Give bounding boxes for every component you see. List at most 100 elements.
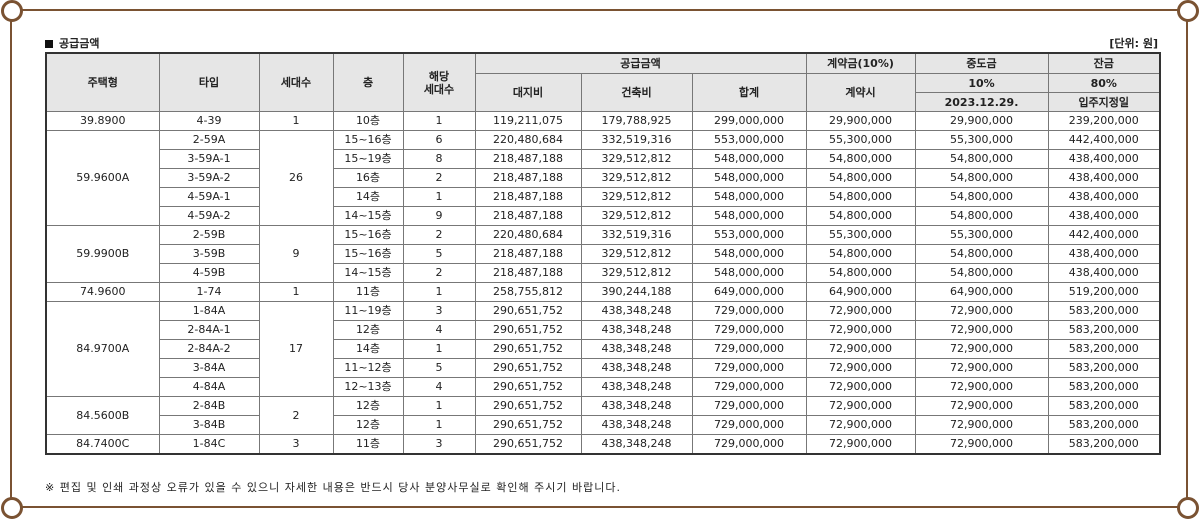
cell-total: 299,000,000 [691,111,807,131]
cell-balance: 583,200,000 [1047,320,1161,340]
cell-applicable-households: 3 [402,301,476,321]
cell-type: 2-59A [158,130,260,150]
square-bullet-icon [45,40,53,48]
cell-balance: 438,400,000 [1047,244,1161,264]
cell-land-cost: 220,480,684 [474,130,582,150]
cell-applicable-households: 3 [402,434,476,455]
header-contract-when: 계약시 [805,73,916,112]
disclaimer-note: ※ 편집 및 인쇄 과정상 오류가 있을 수 있으니 자세한 내용은 반드시 당… [45,481,621,494]
cell-land-cost: 290,651,752 [474,301,582,321]
supply-price-table: 주택형 타입 세대수 층 해당 세대수 공급금액 계약금(10%) 중도금 잔금… [45,52,1161,455]
cell-contract: 72,900,000 [805,415,916,435]
cell-floor: 11층 [332,434,404,455]
cell-building-cost: 438,348,248 [580,377,693,397]
cell-interim: 72,900,000 [914,320,1049,340]
table-row: 39.8900 4-39 1 10층 1 119,211,075 179,788,925 29… [45,111,1161,131]
cell-building-cost: 329,512,812 [580,206,693,226]
cell-contract: 55,300,000 [805,130,916,150]
cell-households: 9 [258,225,334,283]
decorative-frame [10,9,1188,508]
cell-total: 553,000,000 [691,130,807,150]
cell-contract: 54,800,000 [805,263,916,283]
cell-interim: 54,800,000 [914,263,1049,283]
cell-total: 729,000,000 [691,434,807,455]
cell-contract: 54,800,000 [805,206,916,226]
cell-floor: 12층 [332,396,404,416]
cell-land-cost: 220,480,684 [474,225,582,245]
cell-balance: 583,200,000 [1047,339,1161,359]
cell-housing-type: 84.5600B [45,396,160,435]
cell-balance: 442,400,000 [1047,225,1161,245]
cell-floor: 15~16층 [332,225,404,245]
cell-floor: 15~16층 [332,130,404,150]
cell-balance: 442,400,000 [1047,130,1161,150]
header-interim: 중도금 [914,52,1049,74]
cell-applicable-households: 4 [402,320,476,340]
cell-floor: 15~19층 [332,149,404,169]
cell-contract: 72,900,000 [805,320,916,340]
cell-land-cost: 290,651,752 [474,396,582,416]
cell-type: 3-59B [158,244,260,264]
cell-contract: 54,800,000 [805,187,916,207]
cell-interim: 72,900,000 [914,396,1049,416]
cell-type: 4-59A-1 [158,187,260,207]
cell-applicable-households: 1 [402,111,476,131]
table-body: 39.8900 4-39 1 10층 1 119,211,075 179,788,925 29… [45,111,1161,455]
cell-land-cost: 290,651,752 [474,320,582,340]
table-row: 3-84B 12층 1 290,651,752 438,348,248 729,000,0… [46,415,1161,435]
cell-applicable-households: 9 [402,206,476,226]
cell-land-cost: 290,651,752 [474,339,582,359]
table-row: 2-84A-2 14층 1 290,651,752 438,348,248 729,000… [46,339,1161,359]
header-type: 타입 [158,52,260,112]
cell-total: 649,000,000 [691,282,807,302]
cell-interim: 54,800,000 [914,244,1049,264]
cell-floor: 11층 [332,282,404,302]
cell-households: 26 [258,130,334,226]
cell-land-cost: 258,755,812 [474,282,582,302]
cell-applicable-households: 5 [402,358,476,378]
table-row: 59.9600A 2-59A 26 15~16층 6 220,480,684 332,519… [45,130,1161,226]
cell-balance: 438,400,000 [1047,168,1161,188]
cell-total: 729,000,000 [691,339,807,359]
cell-type: 3-84A [158,358,260,378]
cell-applicable-households: 8 [402,149,476,169]
section-title: 공급금액 [45,35,99,51]
cell-total: 548,000,000 [691,244,807,264]
cell-total: 548,000,000 [691,263,807,283]
cell-total: 729,000,000 [691,396,807,416]
cell-interim: 54,800,000 [914,168,1049,188]
cell-interim: 72,900,000 [914,434,1049,455]
cell-households: 17 [258,301,334,397]
cell-contract: 54,800,000 [805,244,916,264]
cell-total: 729,000,000 [691,377,807,397]
cell-contract: 72,900,000 [805,339,916,359]
cell-total: 548,000,000 [691,149,807,169]
cell-interim: 55,300,000 [914,130,1049,150]
cell-type: 1-74 [158,282,260,302]
cell-land-cost: 290,651,752 [474,415,582,435]
cell-balance: 438,400,000 [1047,263,1161,283]
cell-interim: 54,800,000 [914,149,1049,169]
section-title-text: 공급금액 [59,37,100,50]
cell-building-cost: 179,788,925 [580,111,693,131]
cell-type: 4-59A-2 [158,206,260,226]
cell-applicable-households: 5 [402,244,476,264]
cell-balance: 438,400,000 [1047,206,1161,226]
table-row: 3-84A 11~12층 5 290,651,752 438,348,248 729,00… [46,358,1161,378]
cell-contract: 55,300,000 [805,225,916,245]
cell-households: 2 [258,396,334,435]
cell-total: 729,000,000 [691,358,807,378]
header-supply-amount: 공급금액 [474,52,807,74]
cell-applicable-households: 1 [402,187,476,207]
cell-floor: 11~12층 [332,358,404,378]
cell-type: 3-59A-1 [158,149,260,169]
header-applicable-households: 해당 세대수 [402,52,476,112]
cell-land-cost: 218,487,188 [474,263,582,283]
cell-balance: 438,400,000 [1047,187,1161,207]
table-row: 84.7400C 1-84C 3 11층 3 290,651,752 438,348,248… [45,434,1161,455]
cell-interim: 72,900,000 [914,377,1049,397]
cell-building-cost: 438,348,248 [580,434,693,455]
corner-ornament-icon [1,497,23,519]
cell-total: 553,000,000 [691,225,807,245]
header-households: 세대수 [258,52,334,112]
